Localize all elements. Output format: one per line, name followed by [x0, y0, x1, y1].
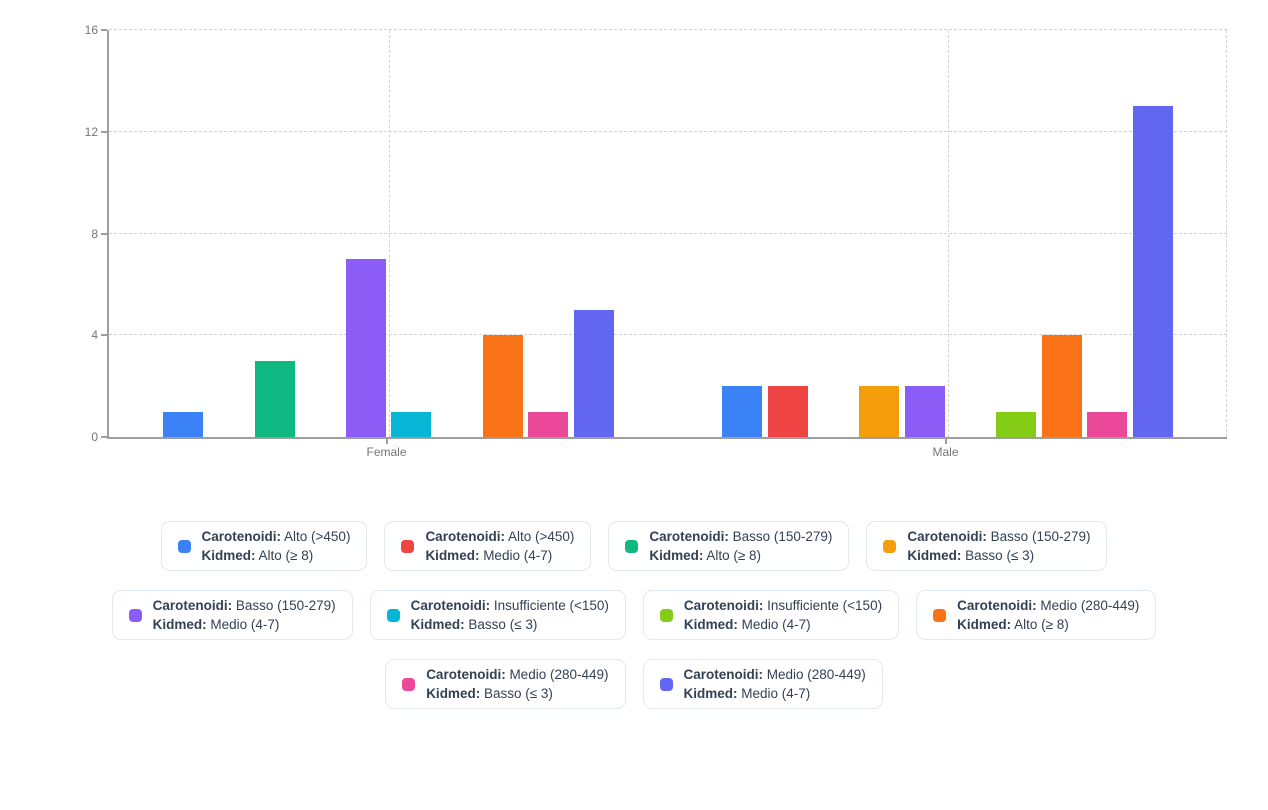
gridline-horizontal [109, 334, 1227, 336]
bar-female-series6[interactable] [391, 411, 432, 437]
y-axis-tick-label: 0 [91, 430, 98, 444]
y-axis-tick-label: 8 [91, 226, 98, 241]
bar-female-series9[interactable] [528, 411, 569, 437]
legend-item-label: Carotenoidi: Basso (150-279) Kidmed: Medi… [152, 598, 336, 632]
gridline-horizontal [109, 232, 1227, 234]
legend-color-swatch [401, 539, 415, 553]
gridline-horizontal [109, 130, 1227, 132]
bar-male-series1[interactable] [722, 386, 763, 437]
legend-item[interactable]: Carotenoidi: Insufficiente (<150) Kidmed:… [369, 590, 626, 640]
legend-item[interactable]: Carotenoidi: Medio (280-449) Kidmed: Alto… [916, 590, 1157, 640]
legend-item-label: Carotenoidi: Alto (>450) Kidmed: Alto (≥ … [201, 529, 351, 563]
bar-male-series2[interactable] [767, 386, 808, 437]
x-axis-category-label: Male [932, 445, 959, 459]
bar-male-series8[interactable] [1041, 335, 1082, 437]
bar-male-series9[interactable] [1087, 411, 1128, 437]
legend-item[interactable]: Carotenoidi: Alto (>450) Kidmed: Medio (4… [384, 521, 592, 571]
bar-male-series10[interactable] [1132, 106, 1173, 437]
x-axis-tick-mark [385, 439, 388, 444]
y-axis-tick-label: 4 [91, 328, 98, 343]
legend-item-label: Carotenoidi: Medio (280-449) Kidmed: Bass… [426, 667, 609, 701]
legend-color-swatch [883, 539, 897, 553]
bar-female-series5[interactable] [345, 258, 386, 437]
y-axis-tick-mark [101, 436, 107, 438]
bar-female-series1[interactable] [163, 411, 204, 437]
plot-area [107, 29, 1227, 439]
gridline-horizontal [109, 29, 1227, 30]
bar-male-series4[interactable] [859, 386, 900, 437]
legend-item-label: Carotenoidi: Insufficiente (<150) Kidmed:… [683, 598, 883, 632]
legend-item-label: Carotenoidi: Medio (280-449) Kidmed: Medi… [683, 667, 866, 701]
legend-item[interactable]: Carotenoidi: Medio (280-449) Kidmed: Medi… [642, 659, 883, 709]
legend-row: Carotenoidi: Basso (150-279) Kidmed: Medi… [111, 590, 1157, 640]
legend-item[interactable]: Carotenoidi: Insufficiente (<150) Kidmed:… [642, 590, 900, 640]
legend-item[interactable]: Carotenoidi: Alto (>450) Kidmed: Alto (≥ … [160, 521, 368, 571]
legend-color-swatch [128, 608, 142, 622]
bar-male-series5[interactable] [904, 386, 945, 437]
legend-item-label: Carotenoidi: Basso (150-279) Kidmed: Bass… [907, 529, 1091, 563]
legend-item-label: Carotenoidi: Basso (150-279) Kidmed: Alto… [649, 529, 833, 563]
gridline-vertical [947, 30, 949, 437]
legend-item-label: Carotenoidi: Medio (280-449) Kidmed: Alto… [957, 598, 1140, 632]
bar-female-series3[interactable] [254, 360, 295, 437]
x-axis-category-label: Female [366, 445, 407, 459]
y-axis-tick-label: 12 [84, 124, 98, 139]
legend-color-swatch [659, 677, 673, 691]
legend-row: Carotenoidi: Medio (280-449) Kidmed: Bass… [385, 659, 883, 709]
legend-color-swatch [933, 608, 947, 622]
y-axis-tick-mark [101, 130, 107, 133]
legend-item-label: Carotenoidi: Insufficiente (<150) Kidmed:… [410, 598, 609, 632]
legend-color-swatch [177, 539, 191, 553]
bar-female-series10[interactable] [573, 309, 614, 437]
y-axis-tick-mark [101, 29, 107, 31]
legend-color-swatch [386, 608, 400, 622]
legend-item[interactable]: Carotenoidi: Basso (150-279) Kidmed: Alto… [608, 521, 850, 571]
legend-item[interactable]: Carotenoidi: Basso (150-279) Kidmed: Medi… [111, 590, 353, 640]
legend-item[interactable]: Carotenoidi: Medio (280-449) Kidmed: Bass… [385, 659, 626, 709]
legend-color-swatch [659, 608, 673, 622]
legend-color-swatch [402, 677, 416, 691]
y-axis-tick-label: 16 [84, 23, 98, 37]
bar-male-series7[interactable] [995, 411, 1036, 437]
gridline-vertical [388, 30, 390, 437]
y-axis-tick-mark [101, 232, 107, 235]
legend-row: Carotenoidi: Alto (>450) Kidmed: Alto (≥ … [160, 521, 1108, 571]
x-axis-tick-mark [944, 439, 947, 444]
legend-item[interactable]: Carotenoidi: Basso (150-279) Kidmed: Bass… [866, 521, 1108, 571]
gridline-vertical [1226, 30, 1227, 437]
chart-legend: Carotenoidi: Alto (>450) Kidmed: Alto (≥ … [0, 521, 1268, 709]
y-axis-tick-mark [101, 334, 107, 337]
legend-item-label: Carotenoidi: Alto (>450) Kidmed: Medio (4… [425, 529, 575, 563]
legend-color-swatch [625, 539, 639, 553]
bar-female-series8[interactable] [482, 335, 523, 437]
